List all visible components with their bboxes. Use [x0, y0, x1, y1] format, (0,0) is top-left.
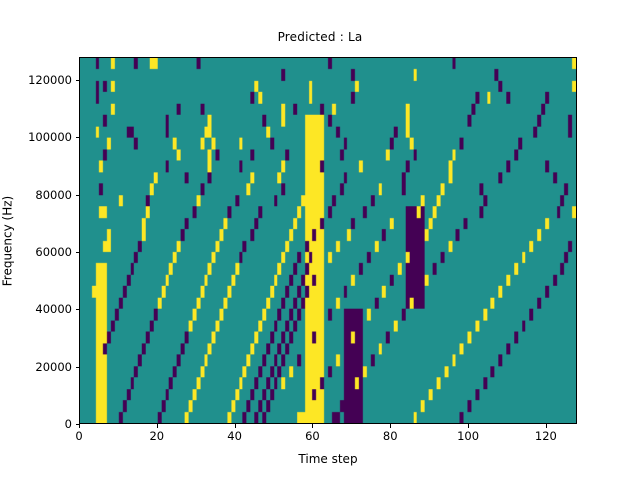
y-tick-mark: [75, 79, 79, 81]
x-tick-mark: [468, 424, 470, 428]
y-axis-ticks: 0 20000 40000 60000 80000 100000 120000: [0, 57, 79, 431]
x-tick-mark: [156, 424, 158, 428]
y-axis-label-text: Frequency (Hz): [0, 195, 14, 286]
y-tick-label: 0: [64, 417, 72, 431]
y-tick-label: 120000: [28, 72, 72, 87]
y-tick-mark: [75, 251, 79, 253]
x-tick-mark: [79, 424, 80, 428]
x-tick-label: 100: [457, 429, 480, 443]
y-tick-label: 40000: [35, 302, 72, 317]
x-tick-mark: [234, 424, 236, 428]
x-tick-mark: [312, 424, 314, 428]
y-tick-mark: [75, 309, 79, 311]
y-tick-mark: [75, 424, 79, 425]
heatmap-image: [80, 58, 576, 423]
y-tick-label: 80000: [35, 187, 72, 202]
y-tick-label: 60000: [35, 244, 72, 259]
x-axis-label: Time step: [298, 452, 358, 466]
x-tick-label: 120: [534, 429, 557, 443]
x-tick-label: 40: [227, 429, 242, 443]
x-tick-label: 0: [75, 429, 83, 443]
x-axis-ticks: 0 20 40 60 80 100 120: [75, 424, 577, 454]
x-tick-mark: [390, 424, 392, 428]
heatmap-axes: [79, 57, 577, 424]
y-tick-mark: [75, 366, 79, 368]
x-tick-label: 60: [305, 429, 320, 443]
x-tick-label: 80: [382, 429, 398, 443]
chart-title: Predicted : La: [277, 30, 363, 44]
x-tick-label: 20: [149, 429, 165, 443]
y-tick-label: 20000: [35, 359, 72, 374]
y-tick-mark: [75, 194, 79, 196]
y-tick-mark: [75, 137, 79, 139]
y-tick-label: 100000: [28, 130, 72, 145]
y-axis-label: Frequency (Hz): [0, 57, 14, 424]
x-tick-mark: [545, 424, 547, 428]
